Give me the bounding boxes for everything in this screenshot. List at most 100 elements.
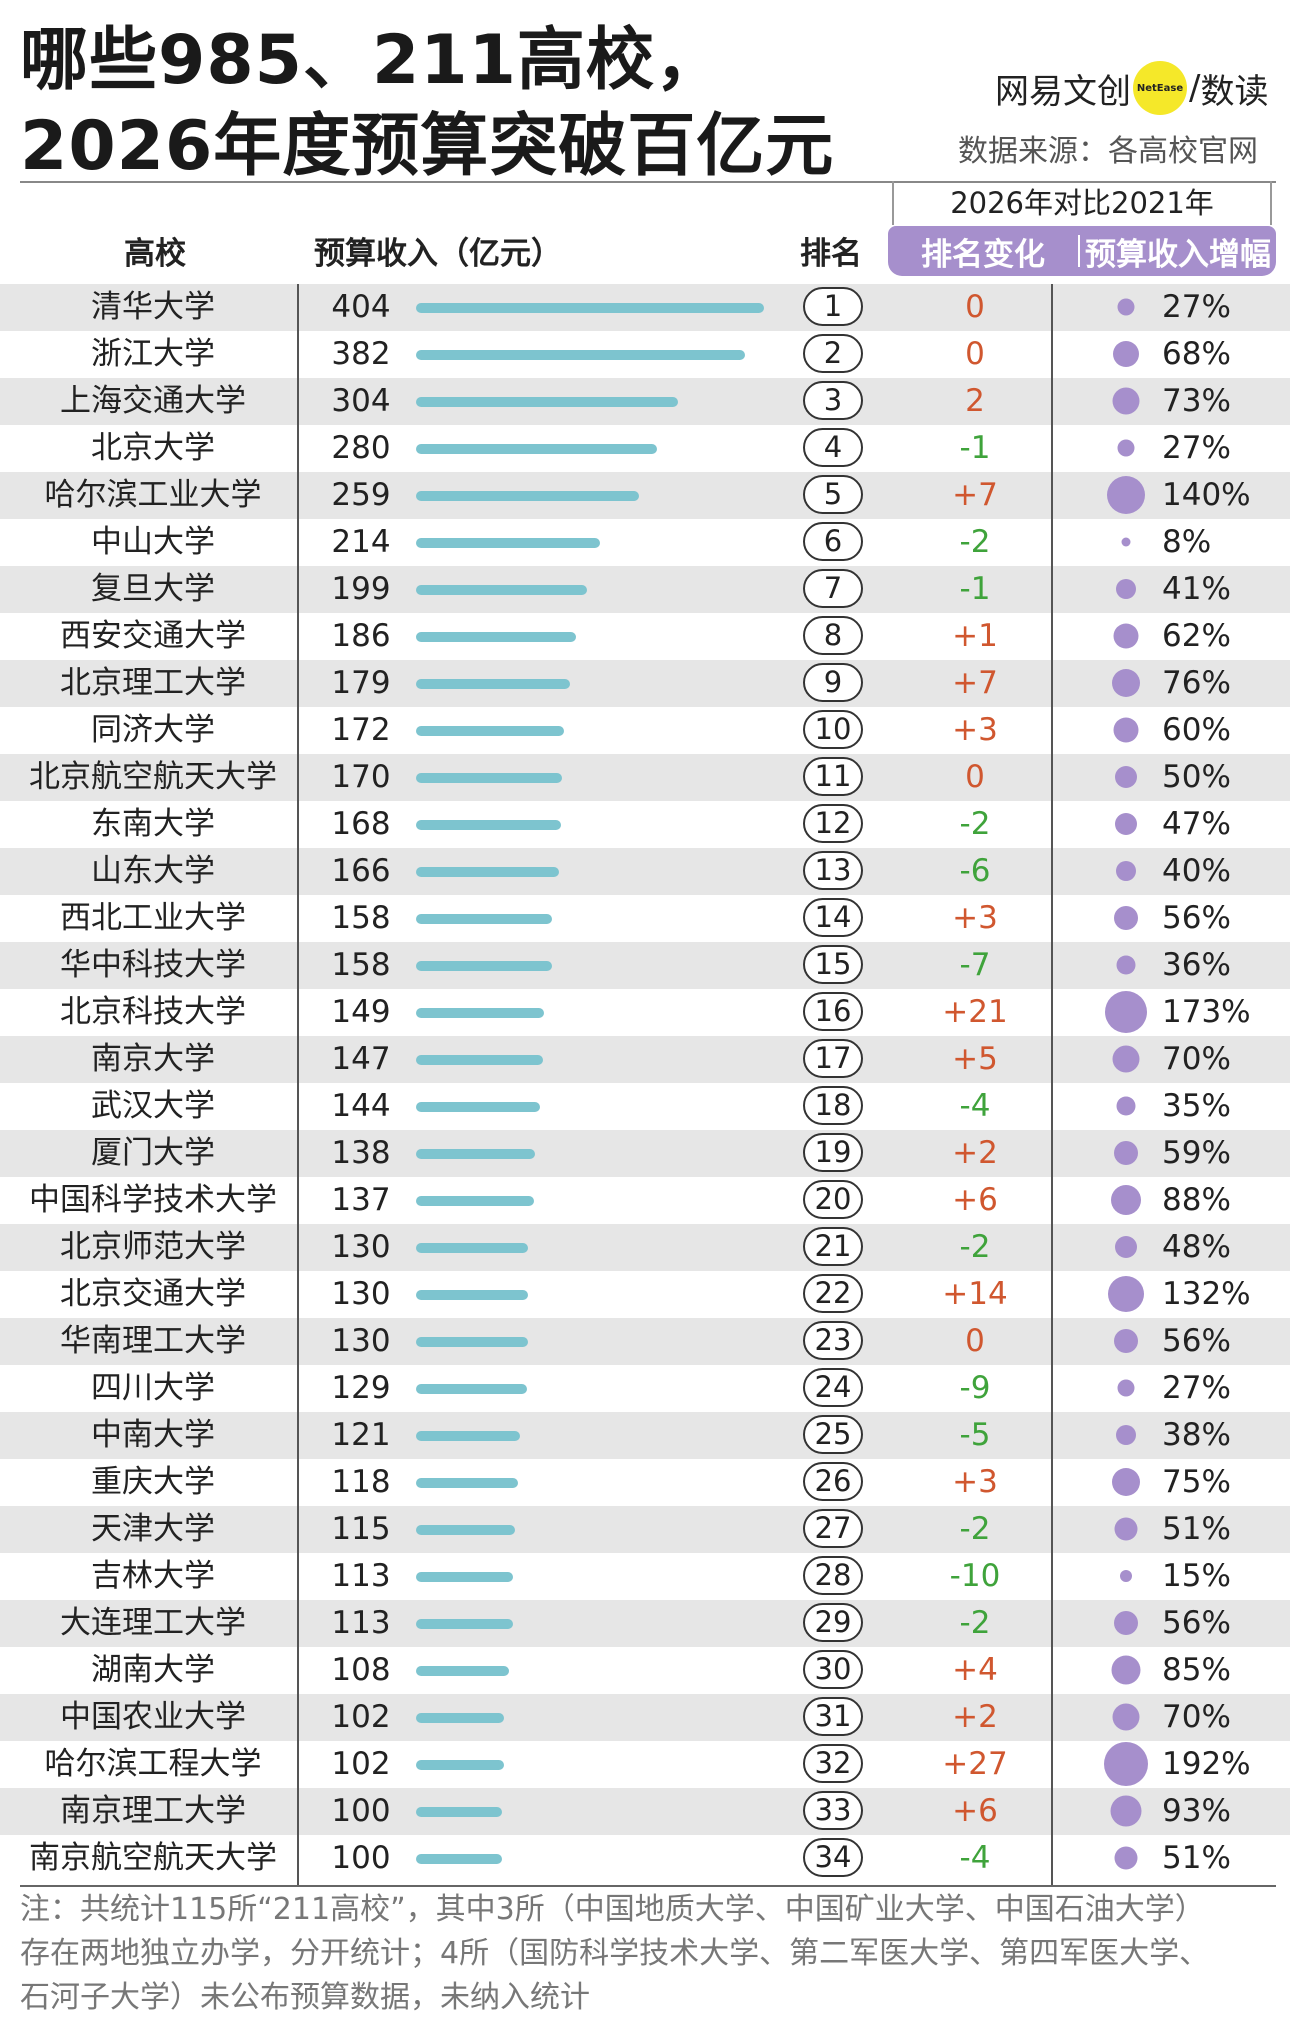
rank-badge: 34 xyxy=(803,1838,863,1877)
table-row: 西安交通大学 186 8 +1 62% xyxy=(0,613,1290,660)
rank-change: -2 xyxy=(959,1511,991,1547)
budget-value: 214 xyxy=(331,524,391,560)
growth-percent: 140% xyxy=(1162,477,1251,513)
footer-divider xyxy=(20,1885,1276,1887)
growth-percent: 60% xyxy=(1162,712,1231,748)
table-row: 北京大学 280 4 -1 27% xyxy=(0,425,1290,472)
budget-value: 108 xyxy=(331,1652,391,1688)
budget-bar xyxy=(416,726,564,736)
rank-badge: 11 xyxy=(803,757,863,796)
page-title: 哪些985、211高校， 2026年度预算突破百亿元 xyxy=(20,18,834,190)
rank-change: -2 xyxy=(959,1605,991,1641)
table-row: 中国科学技术大学 137 20 +6 88% xyxy=(0,1177,1290,1224)
growth-percent: 51% xyxy=(1162,1511,1231,1547)
school-name: 上海交通大学 xyxy=(60,383,246,419)
school-name: 大连理工大学 xyxy=(60,1605,246,1641)
school-name: 北京交通大学 xyxy=(60,1276,246,1312)
rank-badge: 30 xyxy=(803,1650,863,1689)
rank-badge: 31 xyxy=(803,1697,863,1736)
rank-badge: 19 xyxy=(803,1133,863,1172)
title-line-1: 哪些985、211高校， xyxy=(20,21,724,100)
footnote: 注：共统计115所“211高校”，其中3所（中国地质大学、中国矿业大学、中国石油… xyxy=(20,1888,1270,2020)
growth-bubble xyxy=(1112,1703,1140,1731)
rank-change: -7 xyxy=(959,947,991,983)
growth-percent: 51% xyxy=(1162,1840,1231,1876)
budget-bar xyxy=(416,444,657,454)
budget-value: 118 xyxy=(331,1464,391,1500)
budget-value: 158 xyxy=(331,900,391,936)
budget-value: 102 xyxy=(331,1746,391,1782)
table-row: 东南大学 168 12 -2 47% xyxy=(0,801,1290,848)
growth-percent: 62% xyxy=(1162,618,1231,654)
budget-bar xyxy=(416,397,678,407)
budget-bar xyxy=(416,773,562,783)
table-row: 华南理工大学 130 23 0 56% xyxy=(0,1318,1290,1365)
rank-change: -5 xyxy=(959,1417,991,1453)
growth-percent: 56% xyxy=(1162,900,1231,936)
budget-value: 280 xyxy=(331,430,391,466)
growth-bubble xyxy=(1115,766,1137,788)
growth-percent: 132% xyxy=(1162,1276,1251,1312)
growth-percent: 75% xyxy=(1162,1464,1231,1500)
budget-bar xyxy=(416,1807,502,1817)
growth-bubble xyxy=(1114,1329,1138,1353)
budget-bar xyxy=(416,1196,534,1206)
footnote-line-3: 石河子大学）未公布预算数据，未纳入统计 xyxy=(20,1980,590,2015)
budget-bar xyxy=(416,1478,518,1488)
brand-right: 数读 xyxy=(1200,71,1269,112)
rank-change: -6 xyxy=(959,853,991,889)
rank-badge: 25 xyxy=(803,1415,863,1454)
growth-percent: 192% xyxy=(1162,1746,1251,1782)
growth-bubble xyxy=(1114,1846,1138,1870)
budget-value: 186 xyxy=(331,618,391,654)
rank-badge: 29 xyxy=(803,1603,863,1642)
growth-bubble xyxy=(1117,1379,1135,1397)
header-divider xyxy=(20,181,1276,183)
table-row: 武汉大学 144 18 -4 35% xyxy=(0,1083,1290,1130)
budget-bar xyxy=(416,1525,515,1535)
budget-bar xyxy=(416,1149,535,1159)
budget-value: 179 xyxy=(331,665,391,701)
growth-bubble xyxy=(1114,1611,1138,1635)
school-name: 吉林大学 xyxy=(91,1558,215,1594)
table-row: 中南大学 121 25 -5 38% xyxy=(0,1412,1290,1459)
footnote-line-2: 存在两地独立办学，分开统计；4所（国防科学技术大学、第二军医大学、第四军医大学、 xyxy=(20,1936,1210,1971)
growth-percent: 48% xyxy=(1162,1229,1231,1265)
column-divider-left xyxy=(297,284,299,1886)
rank-badge: 13 xyxy=(803,851,863,890)
rank-change: -1 xyxy=(959,571,991,607)
rank-change: +4 xyxy=(952,1652,998,1688)
growth-percent: 35% xyxy=(1162,1088,1231,1124)
budget-bar xyxy=(416,632,576,642)
table-row: 南京大学 147 17 +5 70% xyxy=(0,1036,1290,1083)
rank-change: -9 xyxy=(959,1370,991,1406)
budget-value: 130 xyxy=(331,1323,391,1359)
school-name: 西安交通大学 xyxy=(60,618,246,654)
growth-bubble xyxy=(1114,1517,1138,1541)
school-name: 华南理工大学 xyxy=(60,1323,246,1359)
rank-change: -2 xyxy=(959,806,991,842)
table-row: 北京理工大学 179 9 +7 76% xyxy=(0,660,1290,707)
rank-badge: 9 xyxy=(803,663,863,702)
budget-table: 清华大学 404 1 0 27% 浙江大学 382 2 0 68% 上海交通大学 304 3 2 73% 北京… xyxy=(0,284,1290,1882)
table-row: 清华大学 404 1 0 27% xyxy=(0,284,1290,331)
rank-change: -4 xyxy=(959,1840,991,1876)
budget-value: 100 xyxy=(331,1793,391,1829)
growth-bubble xyxy=(1113,341,1139,367)
rank-badge: 4 xyxy=(803,428,863,467)
school-name: 哈尔滨工业大学 xyxy=(44,477,262,513)
growth-bubble xyxy=(1105,991,1147,1033)
data-source: 数据来源：各高校官网 xyxy=(958,134,1258,169)
table-row: 重庆大学 118 26 +3 75% xyxy=(0,1459,1290,1506)
growth-bubble xyxy=(1110,1795,1142,1827)
budget-value: 144 xyxy=(331,1088,391,1124)
budget-value: 304 xyxy=(331,383,391,419)
rank-badge: 10 xyxy=(803,710,863,749)
rank-badge: 33 xyxy=(803,1791,863,1830)
growth-percent: 27% xyxy=(1162,289,1231,325)
table-row: 浙江大学 382 2 0 68% xyxy=(0,331,1290,378)
budget-value: 121 xyxy=(331,1417,391,1453)
rank-badge: 3 xyxy=(803,381,863,420)
budget-value: 172 xyxy=(331,712,391,748)
table-row: 北京师范大学 130 21 -2 48% xyxy=(0,1224,1290,1271)
